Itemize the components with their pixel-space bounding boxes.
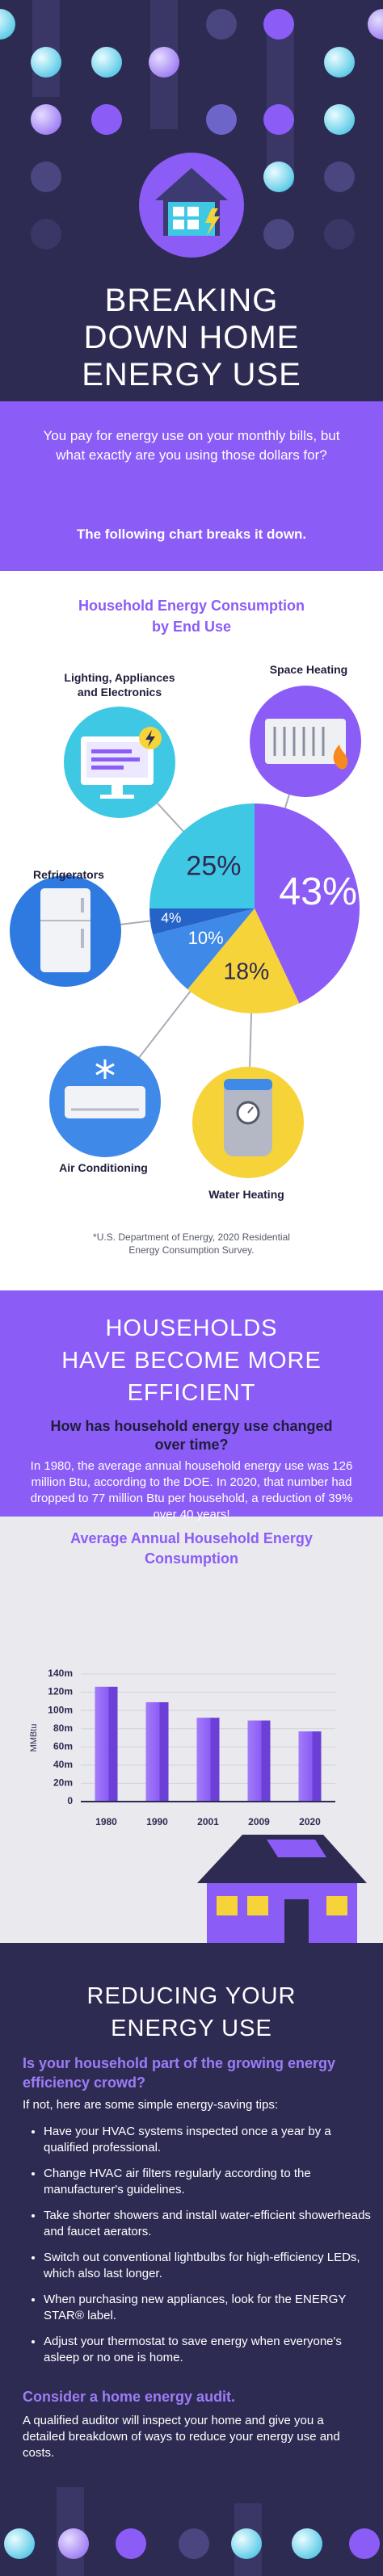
audit-heading: Consider a home energy audit. [23,2389,236,2405]
intro-text: You pay for energy use on your monthly b… [43,428,340,463]
section-title-line: REDUCING YOUR [86,1983,297,2009]
pie-category: Space Heating [269,663,348,676]
x-tick-label: 2020 [299,1816,321,1827]
pie-value-label: 43% [279,870,357,913]
tip: Have your HVAC systems inspected once a … [44,2124,375,2156]
bar [247,1720,271,1802]
footer-decor [4,2487,380,2576]
pie-value-label: 4% [161,910,181,926]
tips-question: Is your household part of the growing en… [23,2055,336,2091]
pie-slice [149,803,255,908]
section-title-line: EFFICIENT [127,1380,256,1406]
pie-slice [153,908,255,990]
bar [95,1686,118,1802]
footnote: *U.S. Department of Energy, 2020 Residen… [93,1231,290,1256]
audit-text: A qualified auditor will inspect your ho… [23,2414,340,2460]
icon-lighting [64,707,175,818]
tip: Adjust your thermostat to save energy wh… [44,2334,375,2366]
pie-slice [187,908,300,1013]
house-illustration [197,1835,367,1943]
icon-space-heating [250,686,361,797]
pie-category: Lighting, Appliances and Electronics [64,671,175,699]
section-title-line: HAVE BECOME MORE [61,1348,322,1374]
y-tick-label: 140m [48,1668,73,1679]
efficiency-text: In 1980, the average annual household en… [30,1459,353,1521]
house-icon [139,153,244,258]
y-tick-label: 120m [48,1686,73,1697]
pie-slice [255,803,360,1004]
x-tick-label: 1980 [95,1816,117,1827]
tip: Switch out conventional lightbulbs for h… [44,2250,375,2282]
bar-title: Average Annual Household Energy Consumpt… [70,1530,313,1567]
icon-refrigerator [10,875,121,987]
efficiency-bg [0,1290,383,1517]
y-tick-label: 40m [53,1759,73,1770]
icon-water-heating [192,1067,304,1178]
icon-air-conditioning [49,1046,161,1157]
pie-value-label: 25% [186,850,241,881]
tips-bg [0,1943,383,2576]
tips-list: Have your HVAC systems inspected once a … [23,2124,375,2376]
intro-bg [0,401,383,571]
intro-emphasis: The following chart breaks it down. [76,527,307,542]
title-line: DOWN HOME [83,320,300,355]
pie-category: Air Conditioning [59,1161,148,1174]
pie-slice [149,908,255,935]
pie-category: Refrigerators [33,868,104,881]
pie-title: Household Energy Consumption by End Use [78,598,305,635]
y-tick-label: 20m [53,1777,73,1789]
y-tick-label: 60m [53,1740,73,1752]
tip: Change HVAC air filters regularly accord… [44,2166,375,2198]
section-title-line: HOUSEHOLDS [105,1315,278,1341]
y-tick-label: 80m [53,1722,73,1734]
title-line: ENERGY USE [82,357,301,392]
bar [298,1731,322,1802]
bar [196,1718,220,1802]
efficiency-question: How has household energy use changed ove… [50,1418,333,1453]
title-line: BREAKING [104,283,279,318]
tip: Take shorter showers and install water-e… [44,2208,375,2240]
pie-value-label: 10% [188,928,224,948]
pie-category: Water Heating [208,1188,284,1201]
section-title-line: ENERGY USE [111,2016,272,2041]
x-tick-label: 2001 [197,1816,219,1827]
y-tick-label: 100m [48,1704,73,1715]
header-decor [0,0,383,250]
bar [145,1701,169,1802]
y-tick-label: 0 [67,1795,73,1806]
y-axis-label: MMBtu [29,1724,39,1752]
x-tick-label: 2009 [248,1816,270,1827]
tip: When purchasing new appliances, look for… [44,2292,375,2324]
pie-value-label: 18% [223,959,269,984]
tips-intro: If not, here are some simple energy-savi… [23,2098,278,2112]
x-tick-label: 1990 [146,1816,168,1827]
